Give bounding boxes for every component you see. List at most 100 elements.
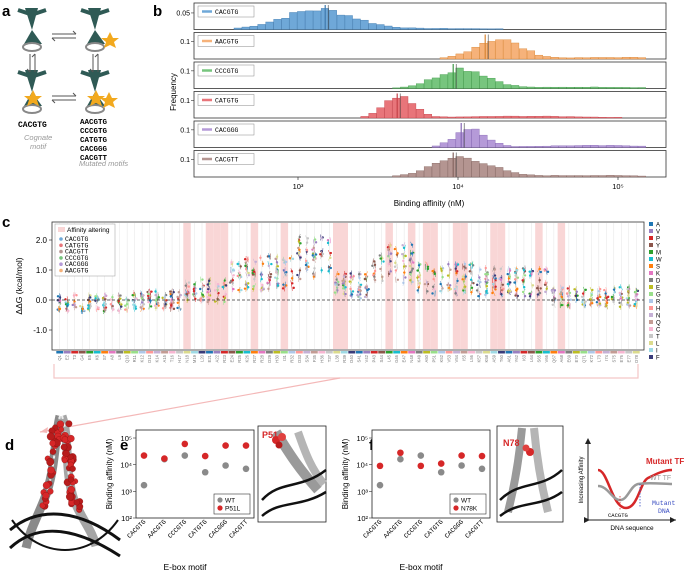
error-bar xyxy=(275,280,278,287)
histogram-bar xyxy=(439,142,448,148)
ddg-point xyxy=(402,259,405,263)
ddg-point xyxy=(560,295,564,299)
residue-label: K12 xyxy=(140,354,145,362)
histogram-bar xyxy=(423,114,432,119)
mutant-point xyxy=(181,440,189,448)
histogram-bar xyxy=(431,77,440,89)
histogram-bar xyxy=(368,23,377,30)
residue-color-tag xyxy=(176,351,183,354)
histogram-bar xyxy=(637,145,646,148)
ddg-point xyxy=(446,283,449,287)
histogram-bar xyxy=(606,145,615,148)
residue-color-tag xyxy=(400,351,408,354)
histogram-bar xyxy=(297,11,306,30)
ddg-point xyxy=(633,303,636,306)
ddg-point xyxy=(359,297,362,300)
protein-cartoon-bottom-right xyxy=(80,70,118,114)
residue-color-tag xyxy=(123,351,131,354)
ddg-point xyxy=(125,303,129,306)
mutant-point xyxy=(201,452,209,460)
histogram-bar xyxy=(463,157,472,178)
ddg-point xyxy=(199,287,202,291)
ddg-point xyxy=(348,280,351,283)
error-bar xyxy=(162,302,166,309)
c-legend-box xyxy=(54,223,116,277)
ddg-point xyxy=(389,252,393,255)
residue-atom xyxy=(67,476,74,483)
residue-label: A61 xyxy=(506,354,511,362)
histogram-bar xyxy=(455,67,464,89)
histogram-bar xyxy=(495,39,504,60)
error-bar xyxy=(559,294,562,301)
aa-legend-label: K xyxy=(656,272,660,278)
ddg-point xyxy=(387,248,390,252)
error-bar xyxy=(583,293,586,300)
ddg-point xyxy=(546,270,550,274)
aa-legend-swatch xyxy=(649,222,653,226)
y-tick-label: 10⁵ xyxy=(121,434,132,443)
y-tick-label: 0.1 xyxy=(180,157,190,164)
ddg-point xyxy=(605,301,609,305)
histogram-bar xyxy=(590,116,599,119)
histogram-bar xyxy=(400,174,409,178)
histogram-bar xyxy=(503,145,512,148)
error-bar xyxy=(350,278,354,285)
legend-motif-1: AACGTG xyxy=(215,39,239,46)
ddg-point xyxy=(67,309,70,313)
residue-label: N18 xyxy=(185,354,190,362)
histogram-bar xyxy=(431,28,440,30)
ddg-point xyxy=(580,295,584,298)
residue-label: K58 xyxy=(484,354,489,362)
residue-atom xyxy=(73,499,80,506)
residue-color-tag xyxy=(63,351,71,354)
histogram-bar xyxy=(519,174,528,178)
error-bar xyxy=(58,293,61,300)
aa-legend-label: W xyxy=(656,258,662,264)
scatter-legend-box xyxy=(213,493,251,515)
ddg-point xyxy=(553,289,557,292)
histogram-bar xyxy=(479,75,488,89)
ddg-point xyxy=(206,290,209,294)
ddg-point xyxy=(134,307,138,310)
panel-b: b CACGTG0.05AACGTG0.1CCCGTG0.1CATGTG0.1C… xyxy=(153,2,667,208)
ddg-point xyxy=(349,287,352,291)
ddg-point xyxy=(305,241,309,244)
residue-label: G4 xyxy=(80,354,85,360)
ddg-point xyxy=(463,291,466,294)
histogram-bar xyxy=(574,57,583,60)
ddg-point xyxy=(274,276,277,279)
mutant-point xyxy=(376,462,384,470)
ddg-point xyxy=(598,300,601,303)
ddg-point xyxy=(610,295,614,299)
error-bar xyxy=(313,239,315,246)
motif-tick-label: CCCGTG xyxy=(403,518,425,540)
ddg-point xyxy=(298,235,301,239)
c-legend-title: Affinity altering xyxy=(67,227,110,234)
panel-c-label: c xyxy=(2,214,10,231)
ddg-point xyxy=(389,270,392,273)
ddg-point xyxy=(172,290,175,294)
ddg-point xyxy=(221,285,224,289)
histogram-bar xyxy=(352,18,361,30)
affinity-altering-stripe xyxy=(385,223,393,349)
histogram-bar xyxy=(400,86,409,89)
ddg-point xyxy=(337,280,340,284)
histogram-bar xyxy=(471,161,480,178)
ddg-point xyxy=(142,303,146,306)
affinity-altering-residues xyxy=(39,420,84,513)
ddg-point xyxy=(401,252,404,256)
ddg-point xyxy=(410,252,413,255)
histogram-bar xyxy=(534,116,543,119)
histogram-row-5: CACGTT 0.1 xyxy=(180,150,667,178)
ddg-point xyxy=(232,287,235,291)
legend-wt-marker xyxy=(217,497,223,503)
ddg-point xyxy=(568,291,572,295)
residue-label: L9 xyxy=(117,354,122,359)
schematic-y-label: Increasing Affinity xyxy=(579,457,585,504)
ddg-point xyxy=(312,258,315,262)
histogram-bar xyxy=(566,145,575,148)
affinity-altering-stripe xyxy=(205,223,214,349)
ddg-point xyxy=(75,294,78,297)
scatter-ylabel: Binding affinity (nM) xyxy=(105,438,114,509)
histogram-bar xyxy=(447,72,456,89)
